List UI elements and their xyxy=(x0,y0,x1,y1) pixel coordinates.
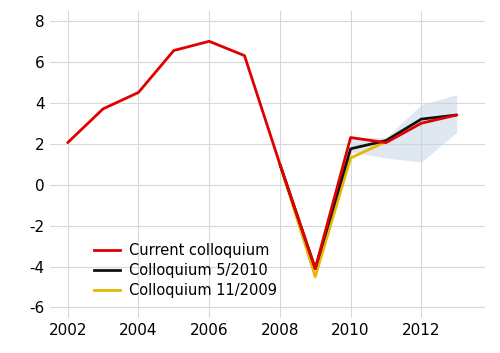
Legend: Current colloquium, Colloquium 5/2010, Colloquium 11/2009: Current colloquium, Colloquium 5/2010, C… xyxy=(88,237,282,304)
